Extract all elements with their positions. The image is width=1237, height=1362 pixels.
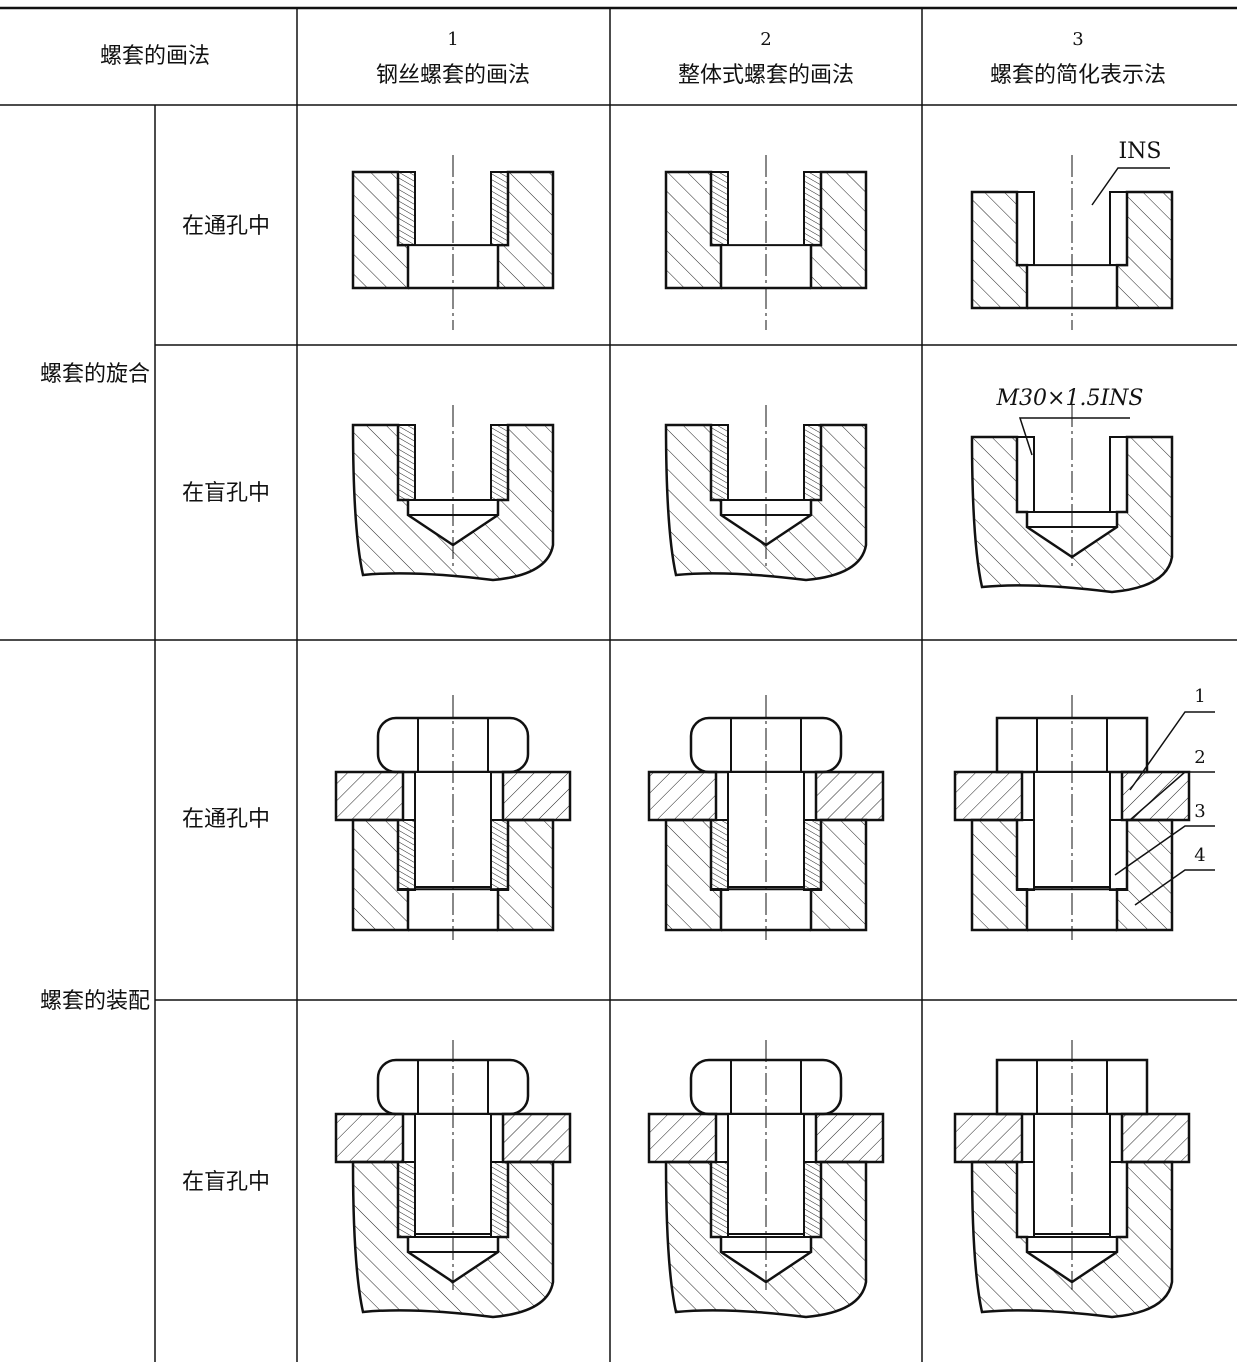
insert [490,424,509,501]
callout: 1 [1194,686,1205,707]
insert [1109,1161,1128,1238]
row-label: 在通孔中 [182,214,270,239]
washer [647,770,718,822]
callout: 3 [1194,801,1205,822]
washer [334,770,405,822]
insert [1016,191,1035,266]
insert [1109,436,1128,513]
leader [1129,771,1215,821]
insert [397,171,416,246]
leader [1134,869,1215,906]
insert [803,1161,822,1238]
section [1115,818,1174,932]
row-label: 在通孔中 [182,807,270,832]
insert [1109,819,1128,891]
washer [814,770,885,822]
callout: 4 [1194,845,1205,866]
insert [397,1161,416,1238]
washer [1120,1112,1191,1164]
leader [1129,711,1215,791]
column-title: 螺套的简化表示法 [990,63,1166,88]
row-label: 在盲孔中 [182,481,270,506]
insert [803,424,822,501]
insert [710,819,729,891]
drawings [334,155,1215,1319]
callout: 2 [1194,747,1205,768]
group-label: 螺套的旋合 [40,362,150,387]
insert [710,1161,729,1238]
column-number: 1 [447,29,458,50]
washer [953,1112,1024,1164]
insert [710,424,729,501]
washer [647,1112,718,1164]
leader [1091,167,1170,206]
header-label: 螺套的画法 [100,44,210,69]
insert [1016,819,1035,891]
insert [803,171,822,246]
washer [334,1112,405,1164]
insert [397,819,416,891]
insert [1016,1161,1035,1238]
insert [710,171,729,246]
group-label: 螺套的装配 [40,989,150,1014]
insert [397,424,416,501]
washer [953,770,1024,822]
column-number: 3 [1072,29,1083,50]
insert [490,1161,509,1238]
section [970,818,1029,932]
table-grid [0,6,1237,1362]
column-title: 钢丝螺套的画法 [376,63,530,88]
column-number: 2 [760,29,771,50]
annotation: M30×1.5INS [996,386,1144,411]
section [1115,190,1174,310]
column-title: 整体式螺套的画法 [678,63,854,88]
insert [490,171,509,246]
insert [490,819,509,891]
washer [501,770,572,822]
leader [1018,417,1130,456]
washer [814,1112,885,1164]
insert [803,819,822,891]
insert [1016,436,1035,513]
leader [1114,825,1215,876]
annotation: INS [1118,139,1161,164]
row-label: 在盲孔中 [182,1170,270,1195]
insert [1109,191,1128,266]
washer [1120,770,1191,822]
washer [501,1112,572,1164]
section [970,190,1029,310]
